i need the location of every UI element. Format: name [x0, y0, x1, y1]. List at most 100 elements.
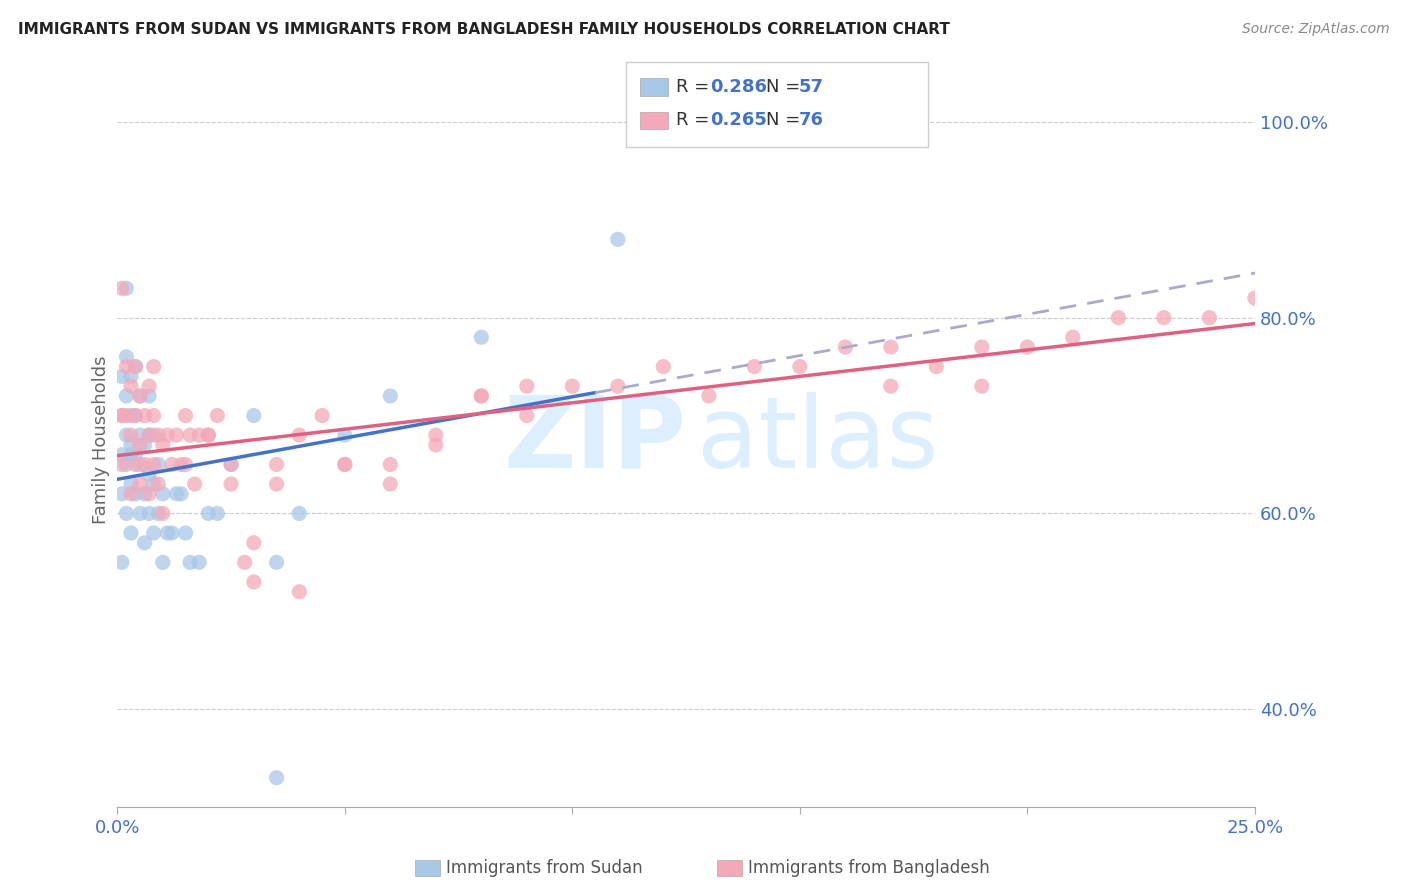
Point — [606, 379, 628, 393]
Point — [288, 584, 311, 599]
Point — [970, 340, 993, 354]
Point — [115, 458, 138, 472]
Point — [561, 379, 583, 393]
Point — [129, 438, 152, 452]
Point — [129, 389, 152, 403]
Point — [425, 438, 447, 452]
Point — [606, 232, 628, 246]
Point — [834, 340, 856, 354]
Point — [148, 507, 170, 521]
Point — [142, 359, 165, 374]
Point — [380, 389, 402, 403]
Point — [188, 555, 211, 569]
Point — [197, 428, 219, 442]
Text: IMMIGRANTS FROM SUDAN VS IMMIGRANTS FROM BANGLADESH FAMILY HOUSEHOLDS CORRELATIO: IMMIGRANTS FROM SUDAN VS IMMIGRANTS FROM… — [18, 22, 950, 37]
Point — [170, 487, 193, 501]
Point — [697, 389, 720, 403]
Text: Source: ZipAtlas.com: Source: ZipAtlas.com — [1241, 22, 1389, 37]
Point — [120, 409, 142, 423]
Point — [134, 458, 156, 472]
Point — [111, 487, 134, 501]
Point — [233, 555, 256, 569]
Point — [111, 448, 134, 462]
Point — [160, 526, 183, 541]
Point — [120, 448, 142, 462]
Point — [970, 379, 993, 393]
Point — [188, 428, 211, 442]
Point — [880, 340, 903, 354]
Point — [207, 409, 229, 423]
Point — [134, 409, 156, 423]
Point — [174, 526, 197, 541]
Point — [129, 428, 152, 442]
Point — [789, 359, 811, 374]
Point — [470, 389, 492, 403]
Point — [111, 409, 134, 423]
Point — [470, 330, 492, 344]
Point — [129, 477, 152, 491]
Point — [129, 507, 152, 521]
Point — [333, 458, 356, 472]
Point — [470, 389, 492, 403]
Point — [266, 555, 288, 569]
Point — [207, 507, 229, 521]
Point — [138, 379, 160, 393]
Point — [288, 507, 311, 521]
Point — [138, 428, 160, 442]
Text: N =: N = — [766, 78, 806, 96]
Point — [380, 458, 402, 472]
Point — [134, 536, 156, 550]
Text: Immigrants from Sudan: Immigrants from Sudan — [446, 859, 643, 877]
Point — [1017, 340, 1039, 354]
Point — [120, 379, 142, 393]
Point — [129, 389, 152, 403]
Point — [152, 438, 174, 452]
Text: 0.286: 0.286 — [710, 78, 768, 96]
Point — [179, 428, 201, 442]
Point — [311, 409, 333, 423]
Point — [243, 409, 266, 423]
Point — [124, 409, 146, 423]
Point — [115, 507, 138, 521]
Point — [120, 477, 142, 491]
Point — [142, 526, 165, 541]
Point — [115, 409, 138, 423]
Text: N =: N = — [766, 112, 806, 129]
Point — [148, 428, 170, 442]
Point — [880, 379, 903, 393]
Point — [333, 428, 356, 442]
Point — [183, 477, 205, 491]
Point — [120, 438, 142, 452]
Point — [380, 477, 402, 491]
Point — [219, 458, 242, 472]
Point — [333, 458, 356, 472]
Text: ZIP: ZIP — [503, 392, 686, 489]
Point — [1244, 291, 1267, 305]
Point — [142, 458, 165, 472]
Point — [120, 369, 142, 384]
Text: atlas: atlas — [697, 392, 939, 489]
Point — [744, 359, 766, 374]
Point — [197, 428, 219, 442]
Point — [425, 428, 447, 442]
Text: 0.265: 0.265 — [710, 112, 766, 129]
Point — [115, 359, 138, 374]
Point — [124, 458, 146, 472]
Point — [142, 477, 165, 491]
Point — [124, 487, 146, 501]
Text: R =: R = — [676, 78, 716, 96]
Point — [115, 350, 138, 364]
Y-axis label: Family Households: Family Households — [93, 356, 110, 524]
Point — [266, 477, 288, 491]
Point — [111, 555, 134, 569]
Point — [152, 555, 174, 569]
Point — [124, 359, 146, 374]
Point — [111, 281, 134, 295]
Point — [138, 487, 160, 501]
Point — [174, 458, 197, 472]
Point — [111, 369, 134, 384]
Text: 57: 57 — [799, 78, 824, 96]
Point — [152, 487, 174, 501]
Point — [138, 467, 160, 482]
Point — [115, 389, 138, 403]
